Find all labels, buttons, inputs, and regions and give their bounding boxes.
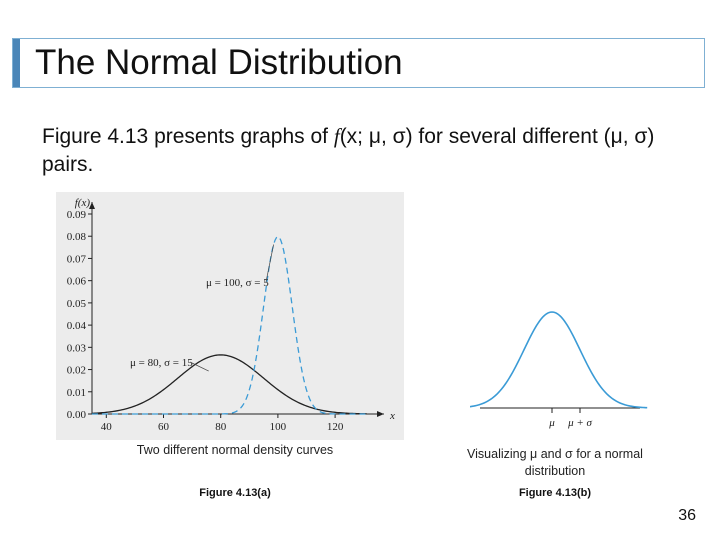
chart-b-x-tick-label: μ + σ <box>567 417 592 429</box>
chart-a-y-tick-label: 0.05 <box>67 298 87 310</box>
caption-b: Visualizing μ and σ for a normal distrib… <box>467 447 643 478</box>
chart-a-x-tick-label: 120 <box>327 421 344 433</box>
chart-a-series-annotation: μ = 80, σ = 15 <box>130 357 193 369</box>
chart-b: μ μ + σ <box>467 300 650 440</box>
chart-a-y-label: f(x) <box>75 197 91 209</box>
chart-a-x-arrow <box>377 411 384 417</box>
chart-a-x-tick-label: 100 <box>270 421 287 433</box>
chart-a-y-tick-label: 0.01 <box>67 387 86 399</box>
chart-b-curve <box>467 311 648 409</box>
chart-a-y-tick-label: 0.09 <box>67 209 87 221</box>
intro-args: (x; μ, σ) <box>339 125 413 148</box>
chart-a-series-line <box>92 235 367 415</box>
intro-prefix: Figure 4.13 presents graphs of <box>42 125 334 148</box>
chart-a-y-tick-label: 0.08 <box>67 231 87 243</box>
caption-a: Two different normal density curves <box>136 443 334 457</box>
slide-title: The Normal Distribution <box>35 43 403 82</box>
chart-a-background <box>56 192 404 440</box>
chart-a-annotation-pointer <box>189 361 209 372</box>
chart-b-svg: μ μ + σ <box>467 311 648 429</box>
chart-a-svg: 0.00 0.01 0.02 0.03 0.04 0.05 0.06 0.07 0.08 0.09… <box>56 192 404 440</box>
chart-a-x-tick-label: 80 <box>215 421 227 433</box>
figure-label-b: Figure 4.13(b) <box>518 487 592 499</box>
intro-fx: f <box>333 124 340 148</box>
chart-a-x-tick-label: 60 <box>158 421 170 433</box>
figure-label-a: Figure 4.13(a) <box>199 487 271 499</box>
chart-a-y-tick-label: 0.06 <box>67 276 87 288</box>
chart-a-series-line <box>91 354 367 415</box>
title-accent <box>13 39 20 87</box>
page-number: 36 <box>678 507 696 524</box>
chart-a-y-tick-label: 0.03 <box>67 342 87 354</box>
chart-a-y-tick-label: 0.04 <box>67 320 87 332</box>
chart-a-y-tick-label: 0.07 <box>67 253 87 265</box>
chart-a-annotation-pointer <box>265 244 274 283</box>
title-bar: The Normal Distribution <box>12 38 705 88</box>
chart-a-series-annotation: μ = 100, σ = 5 <box>206 277 269 289</box>
chart-a-y-tick-label: 0.00 <box>67 409 87 421</box>
intro-text: Figure 4.13 presents graphs of f(x; μ, σ… <box>42 122 702 179</box>
chart-a-y-tick-label: 0.02 <box>67 365 86 377</box>
chart-a-x-label: x <box>389 410 395 422</box>
chart-a: 0.00 0.01 0.02 0.03 0.04 0.05 0.06 0.07 0.08 0.09… <box>56 192 404 440</box>
chart-a-y-arrow <box>89 202 95 209</box>
chart-a-x-tick-label: 40 <box>101 421 113 433</box>
intro-suffix: for several different (μ, σ) pairs. <box>42 125 655 176</box>
chart-b-x-tick-label: μ <box>548 417 555 429</box>
